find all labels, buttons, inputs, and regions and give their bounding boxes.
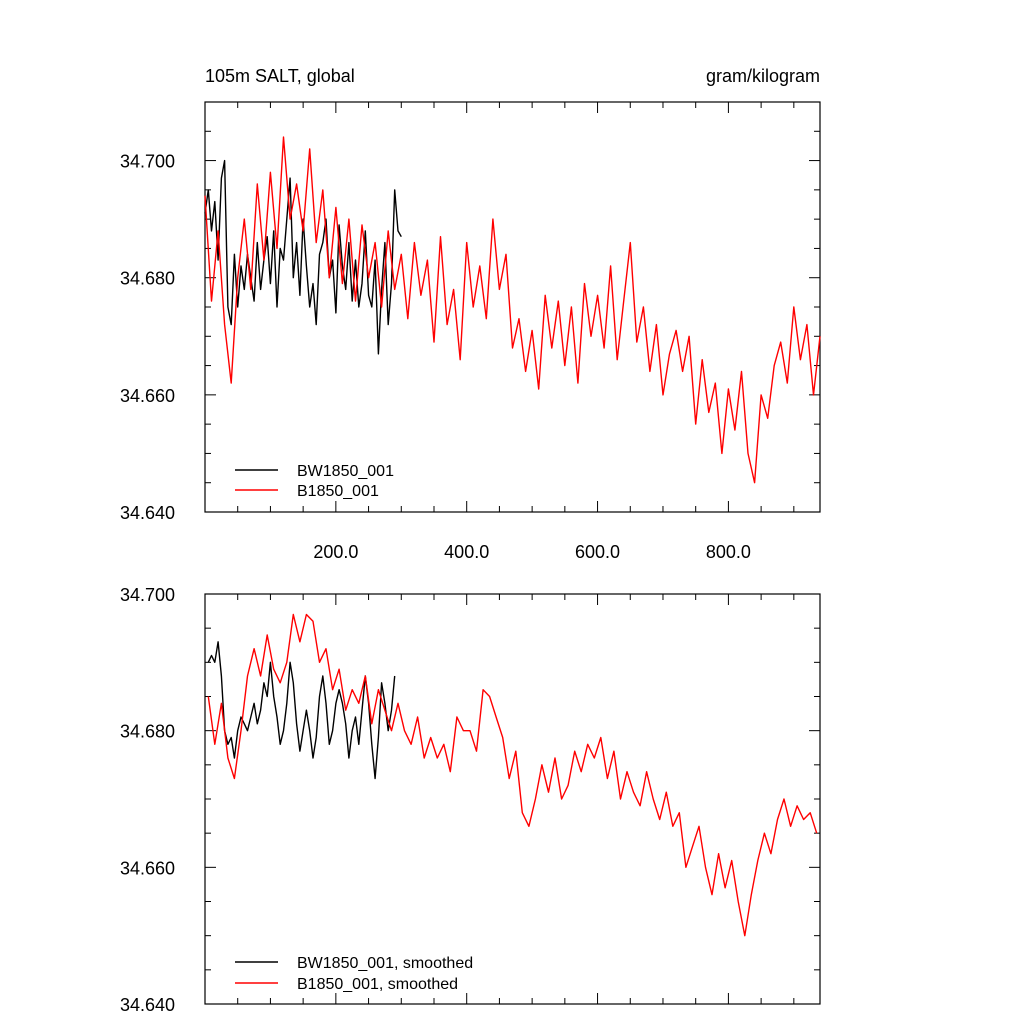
y-tick-label: 34.700 [120, 585, 175, 605]
y-tick-label: 34.640 [120, 503, 175, 523]
top-legend: BW1850_001 B1850_001 [235, 463, 394, 500]
bottom-series-bw1850-001-smoothed [207, 641, 396, 780]
legend-label-b1850-smoothed: B1850_001, smoothed [297, 976, 458, 993]
y-tick-label: 34.680 [120, 269, 175, 289]
legend-label-bw1850: BW1850_001 [297, 463, 394, 480]
y-tick-label: 34.700 [120, 152, 175, 172]
x-tick-label: 200.0 [313, 542, 358, 562]
top-series-lines [204, 136, 821, 484]
top-title-left: 105m SALT, global [205, 66, 355, 86]
legend-label-b1850: B1850_001 [297, 483, 379, 500]
top-title-right: gram/kilogram [706, 66, 820, 86]
bottom-series-b1850-001-smoothed [207, 613, 818, 937]
bottom-legend: BW1850_001, smoothed B1850_001, smoothed [235, 955, 473, 993]
x-tick-label: 400.0 [444, 542, 489, 562]
top-panel: 105m SALT, global gram/kilogram 200.0 400… [120, 66, 821, 562]
y-tick-label: 34.660 [120, 858, 175, 878]
y-tick-label: 34.660 [120, 386, 175, 406]
y-tick-label: 34.640 [120, 995, 175, 1015]
bottom-plot-frame [204, 593, 821, 1005]
y-tick-label: 34.680 [120, 722, 175, 742]
top-series-bw1850-001 [204, 159, 402, 355]
bottom-ticks: 34.640 34.660 34.680 34.700 [120, 585, 820, 1015]
x-tick-label: 800.0 [706, 542, 751, 562]
x-tick-label: 600.0 [575, 542, 620, 562]
bottom-panel: 34.640 34.660 34.680 34.700 BW1850_001, smo… [120, 585, 821, 1015]
bottom-series-lines [207, 613, 818, 937]
top-series-b1850-001 [204, 136, 821, 484]
top-ticks: 200.0 400.0 600.0 800.0 34.640 34.660 34.680 34… [120, 102, 820, 562]
top-plot-frame [204, 101, 821, 513]
legend-label-bw1850-smoothed: BW1850_001, smoothed [297, 955, 473, 972]
